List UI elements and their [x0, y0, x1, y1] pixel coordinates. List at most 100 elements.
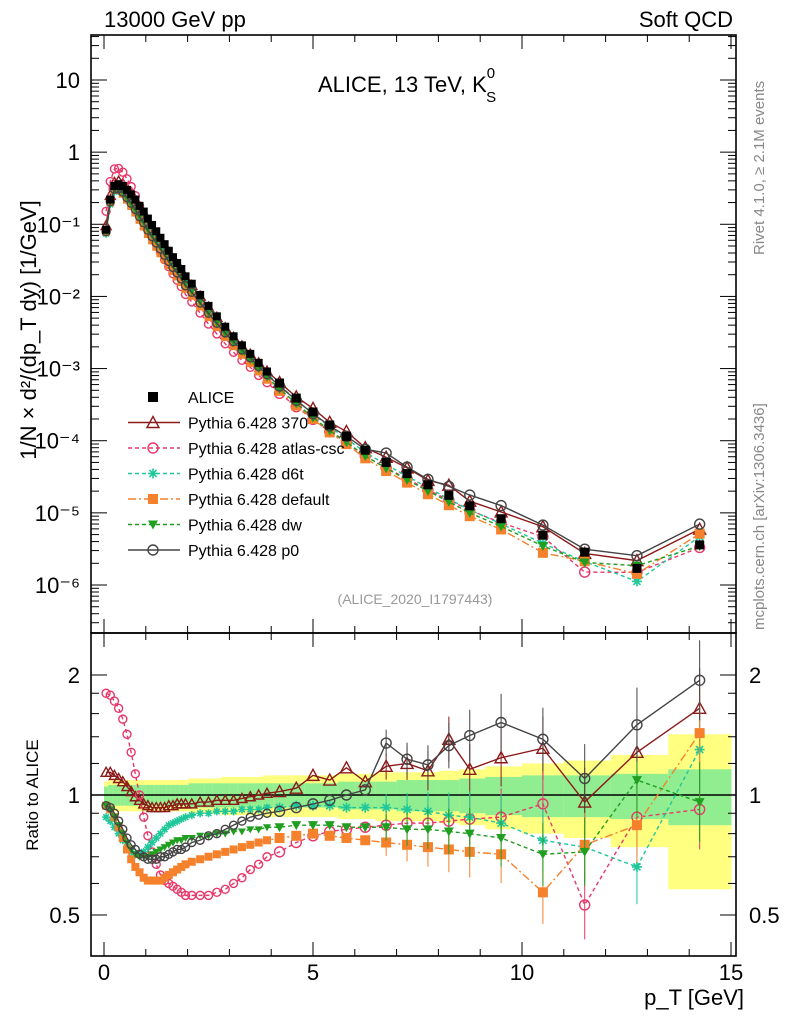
ratio-point [291, 830, 302, 841]
ratio-point [195, 835, 205, 845]
data-point [496, 514, 506, 524]
data-point [580, 547, 590, 557]
ratio-point [108, 768, 121, 781]
data-point [237, 341, 246, 350]
data-point [106, 195, 115, 204]
ratio-point [104, 765, 117, 778]
ratio-point [229, 828, 238, 836]
ratio-point [114, 829, 123, 838]
ratio-point [631, 861, 642, 872]
data-point [114, 180, 123, 189]
ratio-point [244, 790, 257, 802]
ratio-point [212, 807, 221, 816]
ratio-point [122, 833, 132, 843]
ratio-point [246, 805, 255, 814]
ratio-point [113, 816, 124, 826]
y-tick-label: 10⁻⁵ [35, 501, 80, 526]
ratio-series [99, 640, 707, 940]
ratio-point [168, 839, 177, 847]
ratio-point [102, 813, 111, 822]
legend-label: ALICE [188, 390, 234, 407]
ratio-y-tick-label: 0.5 [49, 903, 80, 928]
ratio-point [380, 737, 392, 749]
ratio-point [177, 815, 186, 824]
ratio-point [495, 716, 507, 729]
ratio-point [164, 870, 173, 879]
ratio-point [139, 873, 148, 882]
ratio-point [187, 811, 196, 820]
ratio-point [254, 838, 263, 847]
ratio-point [139, 812, 149, 822]
data-point [308, 407, 318, 417]
data-point [152, 227, 161, 236]
ratio-point [135, 868, 144, 877]
ratio-point [152, 848, 161, 856]
data-point [275, 378, 285, 388]
ratio-point [537, 733, 549, 745]
ratio-point [220, 824, 230, 835]
ratio-point [358, 774, 373, 788]
data-point [122, 174, 132, 184]
ratio-point [110, 823, 119, 832]
legend-marker [148, 468, 158, 479]
ratio-point [229, 807, 238, 816]
ratio-point [422, 825, 433, 835]
data-point [139, 207, 148, 216]
data-point [254, 358, 263, 367]
y-tick-label: 1 [68, 140, 80, 165]
ratio-point [273, 846, 286, 858]
x-tick-label: 0 [98, 960, 110, 985]
ratio-point [116, 775, 129, 787]
ratio-point [173, 865, 182, 874]
ratio-point [181, 860, 190, 869]
legend-label: Pythia 6.428 d6t [188, 467, 304, 484]
ratio-point [148, 838, 157, 847]
ratio-point [464, 729, 476, 742]
ratio-point [493, 750, 509, 764]
data-point [122, 185, 131, 194]
ratio-point [308, 828, 318, 839]
ratio-point [254, 826, 263, 834]
ratio-point [181, 835, 190, 843]
ratio-point [156, 846, 165, 854]
ratio-point [273, 805, 286, 818]
data-point [177, 264, 186, 273]
ratio-y-tick-label: 1 [749, 783, 761, 808]
ratio-point [381, 802, 392, 813]
data-point [341, 431, 351, 441]
ratio-point [143, 831, 153, 841]
series-line [105, 189, 701, 575]
series-line [105, 167, 700, 574]
ratio-point [237, 805, 246, 814]
x-tick-label: 10 [510, 960, 534, 985]
ratio-point [155, 852, 166, 862]
ratio-point [263, 803, 272, 812]
data-point [147, 231, 157, 242]
data-point [181, 284, 190, 293]
data-point [695, 540, 705, 550]
ratio-point [202, 795, 215, 807]
data-point [110, 181, 119, 190]
ratio-point [212, 850, 221, 859]
ratio-point [290, 801, 302, 814]
ratio-point [172, 844, 182, 855]
data-point [631, 568, 642, 579]
ratio-point [291, 821, 302, 831]
ratio-point [289, 780, 304, 794]
ratio-point [245, 812, 256, 822]
ratio-point [443, 739, 455, 752]
ratio-point [291, 800, 302, 811]
ratio-point [322, 772, 337, 786]
ratio-y-tick-label: 2 [68, 663, 80, 688]
ratio-point [274, 833, 285, 844]
data-point [187, 279, 196, 288]
data-point [102, 225, 111, 234]
ratio-point [229, 845, 238, 854]
data-point [177, 278, 186, 287]
ratio-point [262, 808, 272, 818]
ratio-point [579, 772, 591, 785]
ratio-point [341, 823, 352, 833]
ratio-point [203, 831, 214, 841]
ratio-point [359, 784, 371, 796]
